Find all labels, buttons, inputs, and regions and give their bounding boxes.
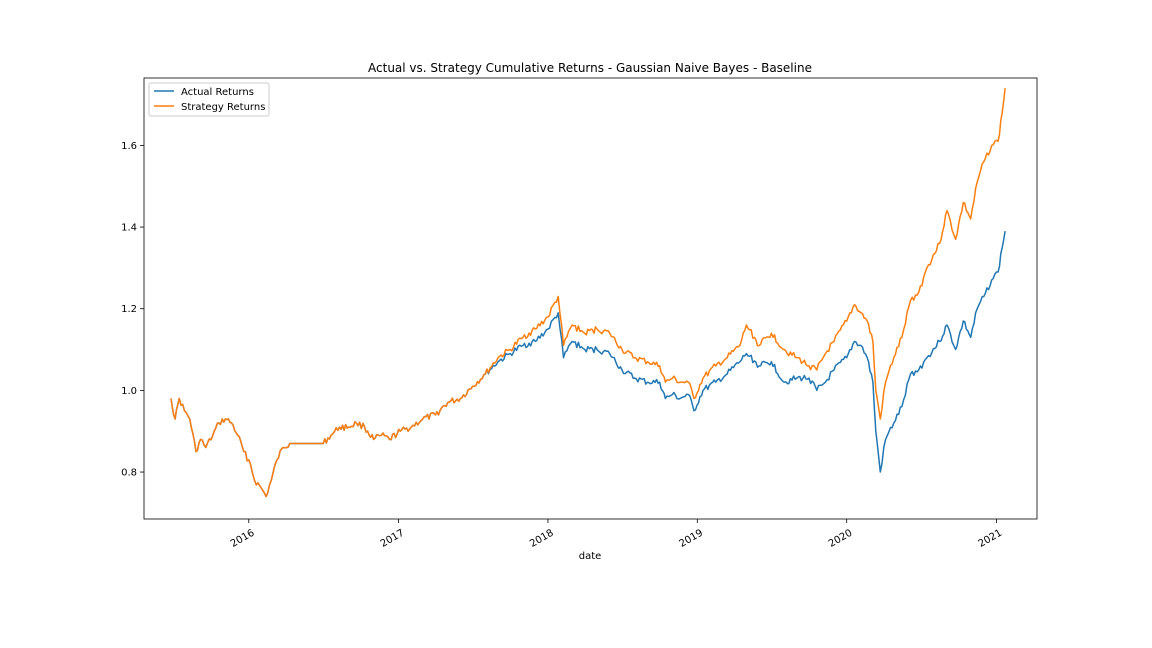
x-axis: 2016 2017 2018 2019 2020 2021 [229,519,1004,550]
plot-frame [143,77,1038,520]
y-tick-label: 1.0 [121,386,137,397]
legend: Actual Returns Strategy Returns [148,82,270,117]
legend-label-strategy: Strategy Returns [181,102,265,113]
series-layer [170,88,1006,498]
y-tick-label: 0.8 [121,468,137,479]
chart-title: Actual vs. Strategy Cumulative Returns -… [368,61,812,75]
y-tick-label: 1.6 [121,141,137,152]
legend-box [148,82,270,117]
x-axis-label: date [579,551,602,562]
y-tick-label: 1.4 [121,223,137,234]
y-axis: 0.8 1.0 1.2 1.4 1.6 [121,141,144,479]
series-line-strategy-returns [170,88,1006,498]
legend-label-actual: Actual Returns [181,87,254,98]
y-tick-label: 1.2 [121,304,137,315]
